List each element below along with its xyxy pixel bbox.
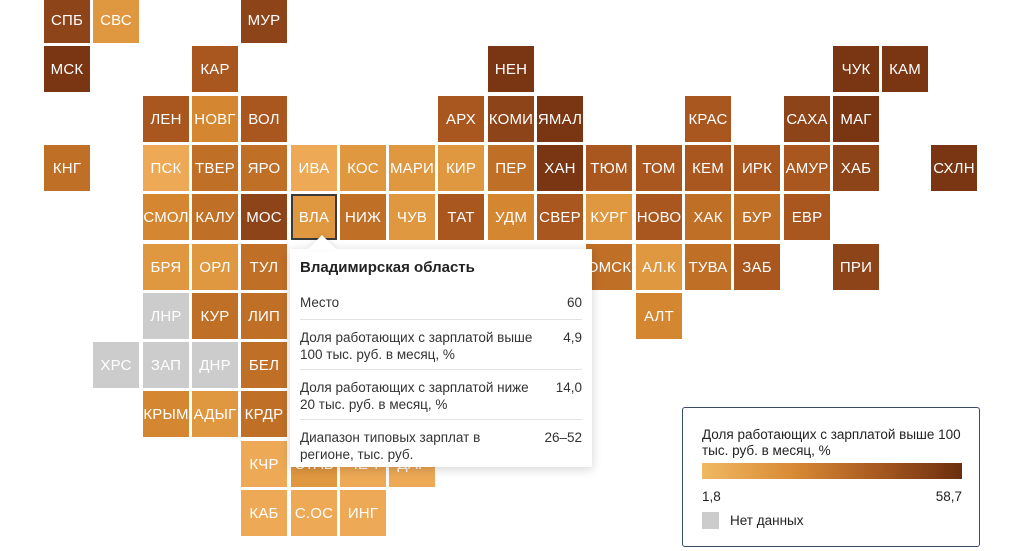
region-tile-тул[interactable]: ТУЛ — [241, 244, 287, 290]
region-tile-ниж[interactable]: НИЖ — [340, 194, 386, 240]
tooltip-row-value: 14,0 — [555, 380, 582, 395]
region-tile-хрс[interactable]: ХРС — [93, 342, 139, 388]
region-tile-заб[interactable]: ЗАБ — [734, 244, 780, 290]
region-tile-днр[interactable]: ДНР — [192, 342, 238, 388]
region-tile-нен[interactable]: НЕН — [488, 46, 534, 92]
region-tile-инг[interactable]: ИНГ — [340, 490, 386, 536]
region-tile-свер[interactable]: СВЕР — [537, 194, 583, 240]
region-tile-кос[interactable]: КОС — [340, 145, 386, 191]
region-tile-адыг[interactable]: АДЫГ — [192, 391, 238, 437]
region-tile-схлн[interactable]: СХЛН — [931, 145, 977, 191]
region-tile-алт[interactable]: АЛТ — [636, 293, 682, 339]
tooltip-row-value: 26–52 — [544, 430, 582, 445]
region-tile-орл[interactable]: ОРЛ — [192, 244, 238, 290]
region-tile-арх[interactable]: АРХ — [438, 96, 484, 142]
region-tile-амур[interactable]: АМУР — [784, 145, 830, 191]
tooltip-row-low-salary: Доля работающих с зарплатой ниже 20 тыс.… — [300, 379, 582, 420]
region-tile-чув[interactable]: ЧУВ — [389, 194, 435, 240]
region-tile-кнг[interactable]: КНГ — [44, 145, 90, 191]
region-tile-бря[interactable]: БРЯ — [143, 244, 189, 290]
region-tile-кург[interactable]: КУРГ — [586, 194, 632, 240]
region-tile-при[interactable]: ПРИ — [833, 244, 879, 290]
region-tile-лнр[interactable]: ЛНР — [143, 293, 189, 339]
color-legend: Доля работающих с зарплатой выше 100 тыс… — [682, 407, 980, 547]
region-tile-маг[interactable]: МАГ — [833, 96, 879, 142]
region-tile-кур[interactable]: КУР — [192, 293, 238, 339]
region-tile-яро[interactable]: ЯРО — [241, 145, 287, 191]
region-tile-мари[interactable]: МАРИ — [389, 145, 435, 191]
region-tile-кам[interactable]: КАМ — [882, 46, 928, 92]
tooltip-row-value: 4,9 — [563, 330, 582, 345]
region-tile-ива[interactable]: ИВА — [291, 145, 337, 191]
region-tile-чук[interactable]: ЧУК — [833, 46, 879, 92]
region-tile-каб[interactable]: КАБ — [241, 490, 287, 536]
legend-gradient-bar — [702, 463, 962, 479]
region-tile-крдр[interactable]: КРДР — [241, 391, 287, 437]
region-tile-кир[interactable]: КИР — [438, 145, 484, 191]
region-tile-кем[interactable]: КЕМ — [685, 145, 731, 191]
no-data-swatch — [702, 512, 719, 529]
no-data-label: Нет данных — [730, 513, 804, 528]
region-tile-вла[interactable]: ВЛА — [291, 194, 337, 240]
tooltip-row-label: Диапазон типовых зарплат в регионе, тыс.… — [300, 430, 481, 462]
region-tile-спб[interactable]: СПБ — [44, 0, 90, 43]
tooltip-row-rank: Место 60 — [300, 294, 582, 320]
region-tile-евр[interactable]: ЕВР — [784, 194, 830, 240]
region-tile-саха[interactable]: САХА — [784, 96, 830, 142]
region-tile-ирк[interactable]: ИРК — [734, 145, 780, 191]
tooltip-row-label: Доля работающих с зарплатой выше 100 тыс… — [300, 330, 533, 362]
region-tile-хан[interactable]: ХАН — [537, 145, 583, 191]
region-tile-зап[interactable]: ЗАП — [143, 342, 189, 388]
region-tile-хак[interactable]: ХАК — [685, 194, 731, 240]
region-tile-удм[interactable]: УДМ — [488, 194, 534, 240]
tooltip-row-label: Доля работающих с зарплатой ниже 20 тыс.… — [300, 380, 529, 412]
region-tile-калу[interactable]: КАЛУ — [192, 194, 238, 240]
region-tile-пер[interactable]: ПЕР — [488, 145, 534, 191]
region-tile-пск[interactable]: ПСК — [143, 145, 189, 191]
region-tile-новг[interactable]: НОВГ — [192, 96, 238, 142]
tooltip-arrow — [307, 235, 337, 250]
tooltip-row-high-salary: Доля работающих с зарплатой выше 100 тыс… — [300, 329, 582, 370]
region-tile-ямал[interactable]: ЯМАЛ — [537, 96, 583, 142]
region-tile-кчр[interactable]: КЧР — [241, 441, 287, 487]
region-tile-смол[interactable]: СМОЛ — [143, 194, 189, 240]
region-tile-тюм[interactable]: ТЮМ — [586, 145, 632, 191]
region-tooltip: Владимирская область Место 60 Доля работ… — [290, 235, 592, 467]
region-tile-омск[interactable]: ОМСК — [586, 244, 632, 290]
region-tile-твер[interactable]: ТВЕР — [192, 145, 238, 191]
region-tile-кар[interactable]: КАР — [192, 46, 238, 92]
region-tile-бур[interactable]: БУР — [734, 194, 780, 240]
region-tile-хаб[interactable]: ХАБ — [833, 145, 879, 191]
region-tile-с.ос[interactable]: С.ОС — [291, 490, 337, 536]
region-tile-ал.к[interactable]: АЛ.К — [636, 244, 682, 290]
region-tile-мск[interactable]: МСК — [44, 46, 90, 92]
region-tile-свс[interactable]: СВС — [93, 0, 139, 43]
tooltip-row-value: 60 — [566, 295, 582, 310]
legend-max-value: 58,7 — [935, 489, 962, 504]
region-tile-тува[interactable]: ТУВА — [685, 244, 731, 290]
tooltip-row-salary-range: Диапазон типовых зарплат в регионе, тыс.… — [300, 429, 582, 465]
region-tile-коми[interactable]: КОМИ — [488, 96, 534, 142]
region-tile-вол[interactable]: ВОЛ — [241, 96, 287, 142]
region-tile-тат[interactable]: ТАТ — [438, 194, 484, 240]
tooltip-title: Владимирская область — [300, 259, 475, 276]
legend-min-value: 1,8 — [702, 489, 721, 504]
region-tile-лен[interactable]: ЛЕН — [143, 96, 189, 142]
region-tile-лип[interactable]: ЛИП — [241, 293, 287, 339]
region-tile-ново[interactable]: НОВО — [636, 194, 682, 240]
tooltip-row-label: Место — [300, 295, 340, 310]
region-tile-мур[interactable]: МУР — [241, 0, 287, 43]
region-tile-том[interactable]: ТОМ — [636, 145, 682, 191]
legend-title: Доля работающих с зарплатой выше 100 тыс… — [702, 427, 961, 458]
region-tile-крас[interactable]: КРАС — [685, 96, 731, 142]
region-tile-бел[interactable]: БЕЛ — [241, 342, 287, 388]
region-tile-крым[interactable]: КРЫМ — [143, 391, 189, 437]
region-tile-мос[interactable]: МОС — [241, 194, 287, 240]
